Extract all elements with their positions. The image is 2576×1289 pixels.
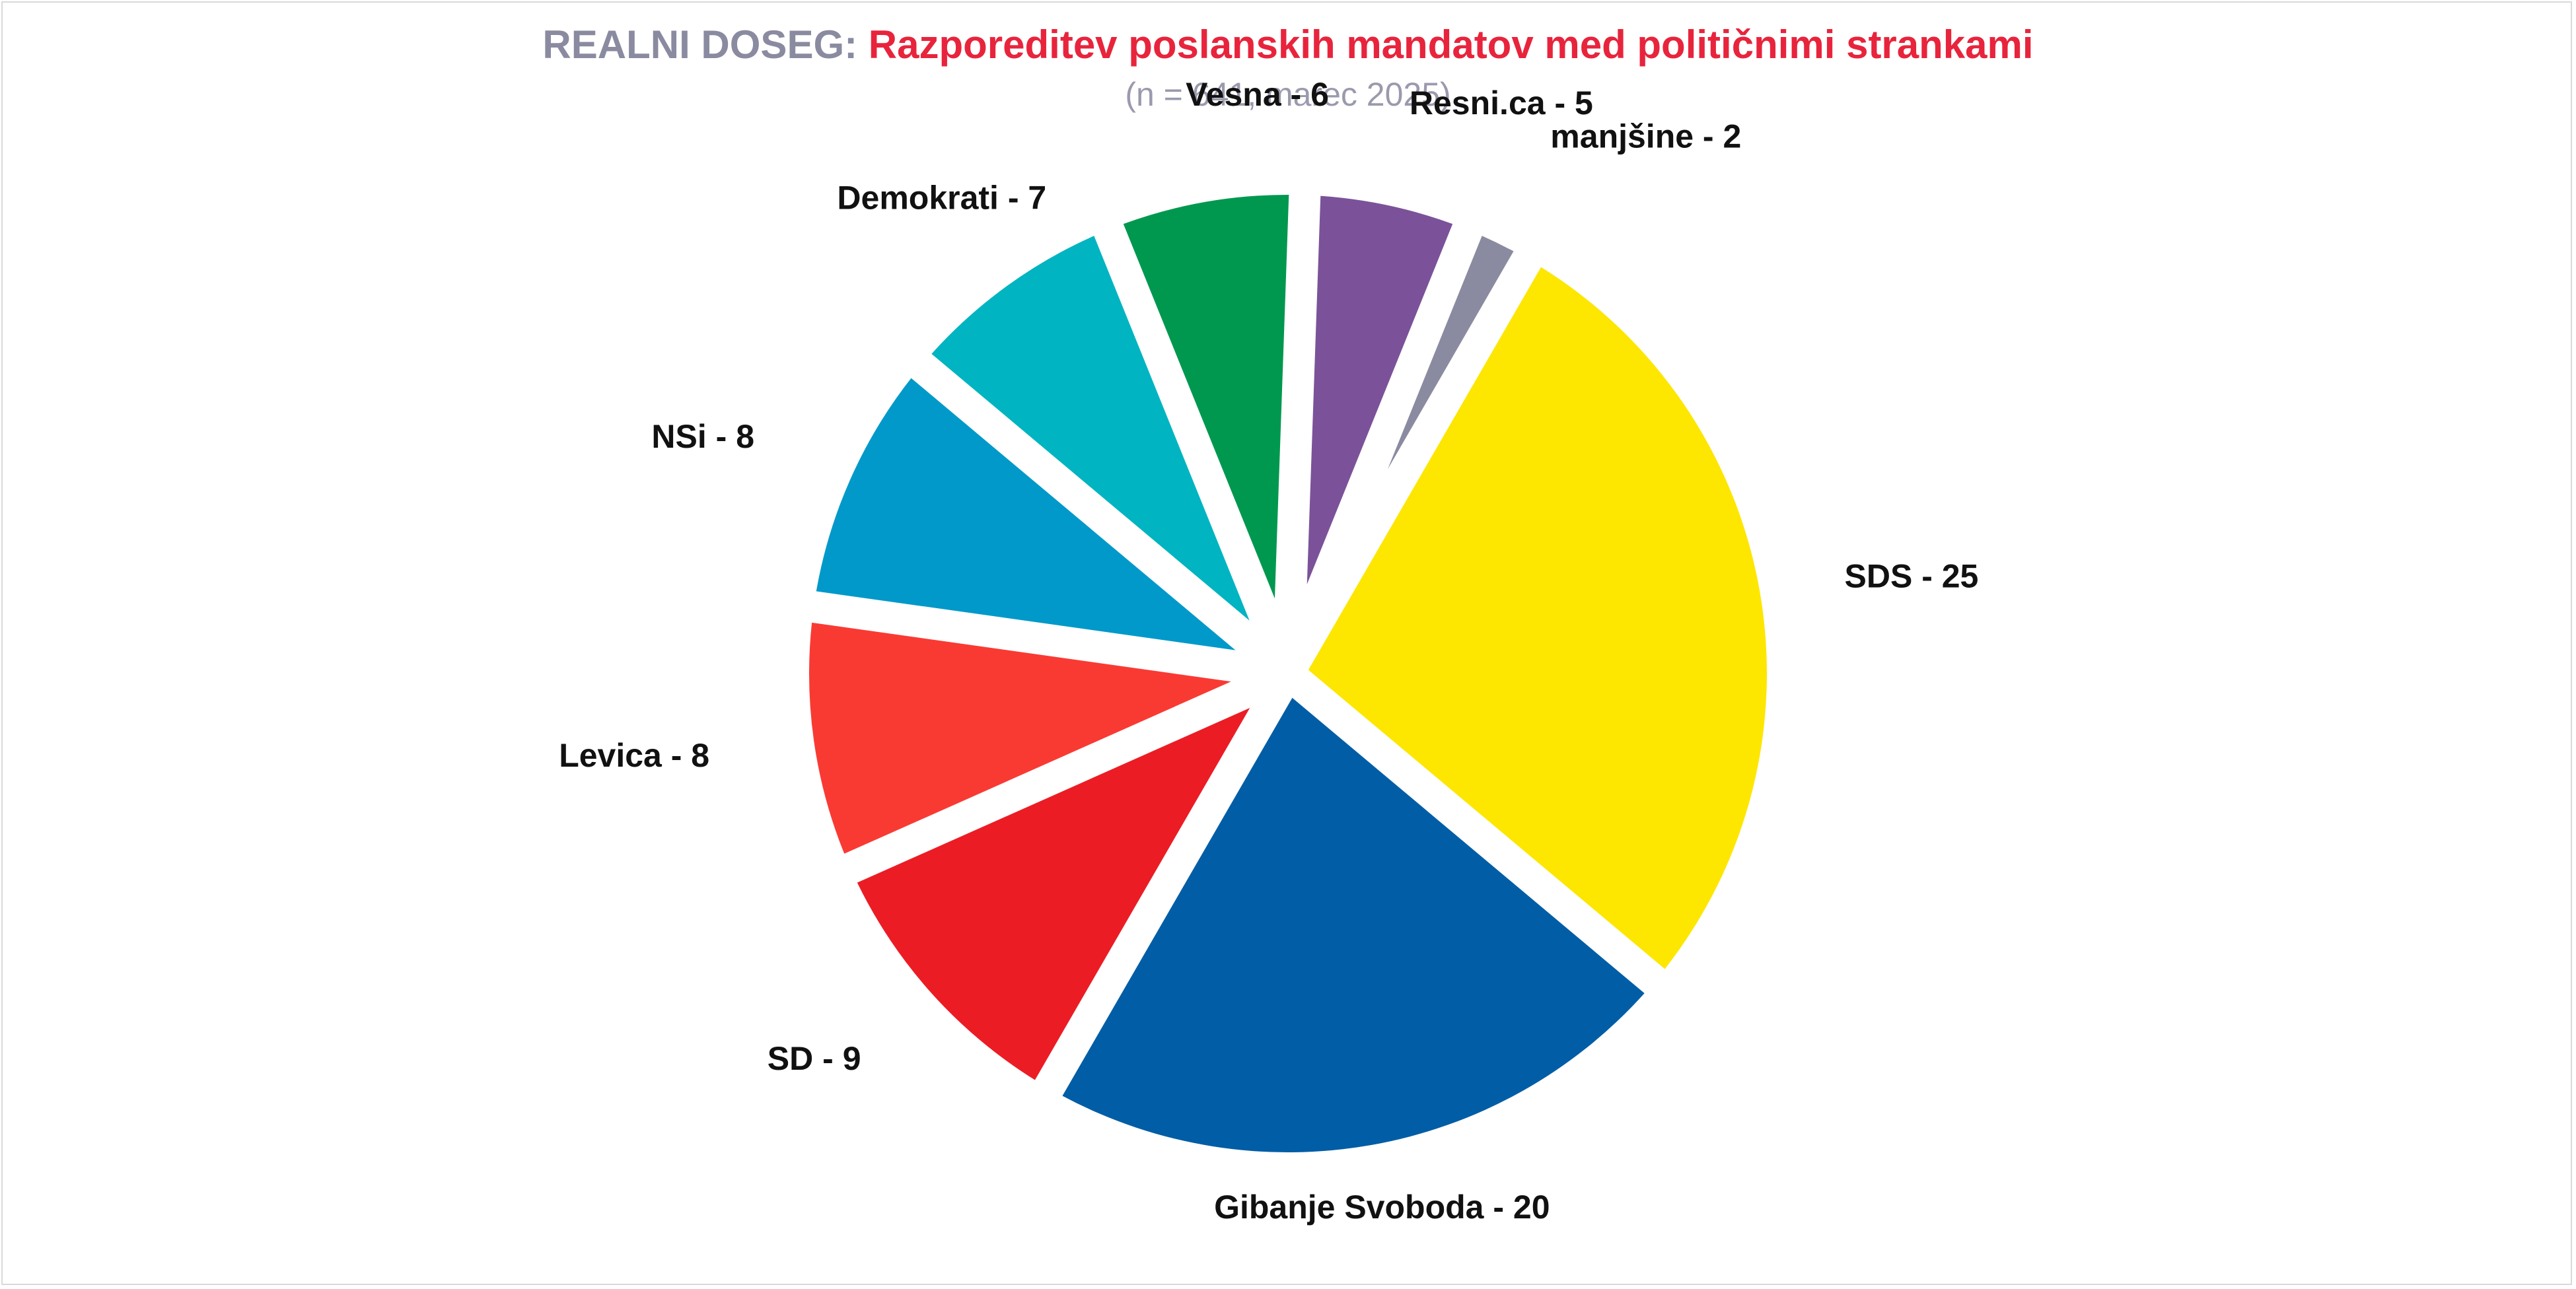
label-resni-ca: Resni.ca - 5 <box>1410 85 1593 122</box>
slice-resni-ca <box>1306 195 1453 584</box>
label-manjsine: manjšine - 2 <box>1550 118 1741 155</box>
slice-vesna <box>1123 194 1289 599</box>
label-sds: SDS - 25 <box>1845 557 1979 594</box>
label-demokrati: Demokrati - 7 <box>837 180 1046 217</box>
chart-subtitle: (n = 641, marec 2025) <box>1125 76 1451 113</box>
title-main: Razporeditev poslanskih mandatov med pol… <box>868 22 2034 67</box>
slice-manjsine <box>1387 236 1514 470</box>
slice-demokrati <box>931 236 1250 621</box>
title-prefix: REALNI DOSEG: <box>542 22 858 67</box>
chart-title: REALNI DOSEG: Razporeditev poslanskih ma… <box>0 25 2576 65</box>
label-levica: Levica - 8 <box>559 737 709 774</box>
slice-sd <box>857 707 1250 1080</box>
slice-gibanje-svoboda <box>1062 697 1645 1152</box>
label-vesna: Vesna - 6 <box>1186 76 1329 113</box>
pie-labels: SDS - 25 Gibanje Svoboda - 20 SD - 9 Levica… <box>559 76 1978 1226</box>
label-nsi: NSi - 8 <box>651 418 754 455</box>
slice-nsi <box>816 378 1236 650</box>
slice-levica <box>809 622 1231 854</box>
slice-sds <box>1308 267 1767 969</box>
pie-slices <box>809 194 1767 1152</box>
label-sd: SD - 9 <box>768 1040 861 1077</box>
label-gibanje-svoboda: Gibanje Svoboda - 20 <box>1214 1189 1550 1226</box>
